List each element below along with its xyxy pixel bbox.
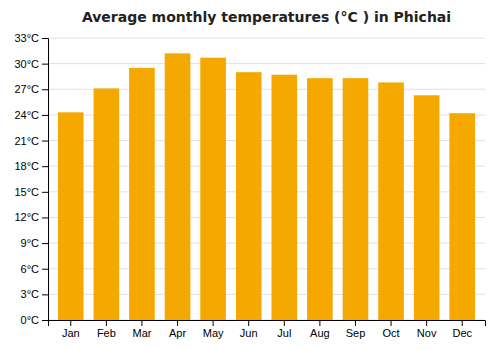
x-tick: Jun: [240, 320, 258, 339]
y-tick: 15°C: [14, 186, 48, 198]
y-tick-label: 9°C: [21, 237, 40, 249]
bar: [200, 58, 226, 320]
y-tick-label: 21°C: [14, 135, 39, 147]
plot: Jan Feb Mar Apr May Jun Jul Aug Sep Oct Nov Dec 0°C 3…: [14, 32, 485, 339]
x-axis-line: [49, 321, 486, 327]
bar: [58, 112, 84, 320]
y-tick-mark: [42, 243, 48, 244]
x-tick-mark: [284, 320, 285, 326]
y-tick: 18°C: [14, 160, 48, 172]
x-tick: Dec: [452, 320, 472, 339]
bar: [236, 72, 262, 320]
y-tick-label: 18°C: [14, 160, 39, 172]
y-tick-label: 30°C: [14, 58, 39, 70]
x-tick-mark: [213, 320, 214, 326]
x-tick: Jul: [277, 320, 291, 339]
y-tick-mark: [42, 217, 48, 218]
x-tick-label: Apr: [169, 327, 186, 339]
y-tick-mark: [42, 141, 48, 142]
bar: [307, 78, 333, 320]
y-tick-mark: [42, 38, 48, 39]
y-tick-mark: [42, 320, 48, 321]
y-axis: 0°C 3°C 6°C 9°C 12°C 15°C 18°C 21°C 24°C 27°C 30°C…: [14, 32, 48, 326]
x-tick-label: Jun: [240, 327, 258, 339]
x-tick-mark: [462, 320, 463, 326]
x-tick-mark: [248, 320, 249, 326]
x-tick-mark: [426, 320, 427, 326]
y-tick-label: 33°C: [14, 32, 39, 44]
x-tick-label: Jul: [277, 327, 291, 339]
title: Average monthly temperatures (°C ) in Ph…: [82, 9, 451, 25]
grid-line: [48, 38, 485, 39]
bar: [378, 82, 404, 320]
y-tick: 30°C: [14, 58, 48, 70]
y-tick-mark: [42, 89, 48, 90]
y-tick: 12°C: [14, 211, 48, 223]
bars: [58, 53, 475, 320]
x-tick-label: May: [203, 327, 224, 339]
x-tick: May: [203, 320, 224, 339]
x-tick-label: Dec: [452, 327, 472, 339]
x-tick-mark: [355, 320, 356, 326]
x-tick-mark: [319, 320, 320, 326]
y-tick-mark: [42, 64, 48, 65]
y-tick: 9°C: [21, 237, 48, 249]
x-tick: Aug: [310, 320, 330, 339]
bar: [271, 75, 297, 320]
x-tick: Jan: [62, 320, 80, 339]
x-tick: Apr: [169, 320, 186, 339]
y-axis-line: [42, 39, 49, 321]
x-tick-mark: [177, 320, 178, 326]
y-tick-mark: [42, 269, 48, 270]
y-tick: 3°C: [21, 288, 48, 300]
x-tick: Oct: [382, 320, 399, 339]
x-tick: Feb: [97, 320, 116, 339]
x-tick-label: Mar: [132, 327, 151, 339]
y-tick-label: 6°C: [21, 263, 40, 275]
y-tick-label: 12°C: [14, 211, 39, 223]
y-tick-mark: [42, 166, 48, 167]
bar: [343, 78, 369, 320]
y-tick-mark: [42, 115, 48, 116]
chart: Jan Feb Mar Apr May Jun Jul Aug Sep Oct Nov Dec 0°C 3…: [0, 0, 500, 350]
grid: [48, 38, 485, 320]
y-tick: 24°C: [14, 109, 48, 121]
x-tick: Nov: [417, 320, 437, 339]
bar: [129, 68, 155, 320]
x-tick-label: Oct: [382, 327, 399, 339]
x-tick: Mar: [132, 320, 151, 339]
x-tick-mark: [70, 320, 71, 326]
bar: [165, 53, 191, 320]
y-tick-label: 27°C: [14, 83, 39, 95]
x-tick-mark: [391, 320, 392, 326]
bar: [449, 113, 475, 320]
x-tick-label: Aug: [310, 327, 330, 339]
x-tick-label: Jan: [62, 327, 80, 339]
y-tick-label: 24°C: [14, 109, 39, 121]
x-tick-label: Nov: [417, 327, 437, 339]
y-tick-label: 3°C: [21, 288, 40, 300]
y-tick-label: 0°C: [21, 314, 40, 326]
y-tick-label: 15°C: [14, 186, 39, 198]
x-tick-label: Feb: [97, 327, 116, 339]
x-tick-mark: [141, 320, 142, 326]
x-axis: Jan Feb Mar Apr May Jun Jul Aug Sep Oct Nov Dec: [49, 320, 486, 339]
x-tick: Sep: [346, 320, 366, 339]
bar: [414, 95, 440, 320]
y-tick: 27°C: [14, 83, 48, 95]
y-tick: 33°C: [14, 32, 48, 44]
y-tick: 6°C: [21, 263, 48, 275]
y-tick-mark: [42, 294, 48, 295]
bar: [94, 88, 120, 320]
y-tick: 21°C: [14, 135, 48, 147]
y-tick: 0°C: [21, 314, 48, 326]
x-tick-label: Sep: [346, 327, 366, 339]
x-tick-mark: [106, 320, 107, 326]
grid-line: [48, 63, 485, 64]
y-tick-mark: [42, 192, 48, 193]
